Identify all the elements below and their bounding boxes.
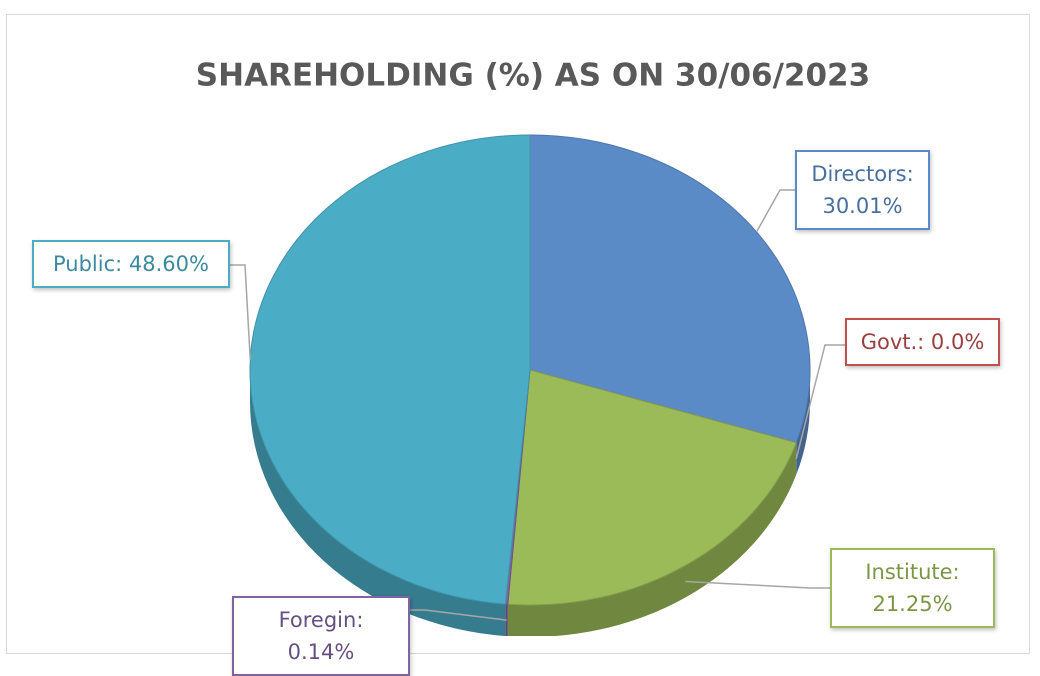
data-label: Foregin: 0.14% xyxy=(232,596,410,676)
leader-line xyxy=(410,609,507,621)
leader-line xyxy=(795,344,845,459)
chart-title: SHAREHOLDING (%) AS ON 30/06/2023 xyxy=(196,58,870,94)
slice-side xyxy=(507,442,797,636)
data-label: Public: 48.60% xyxy=(32,240,230,288)
leader-line xyxy=(755,189,800,233)
leader-line xyxy=(685,580,830,589)
data-label: Institute: 21.25% xyxy=(830,548,995,628)
slice xyxy=(507,369,797,606)
data-label: Govt.: 0.0% xyxy=(845,318,1000,366)
slice xyxy=(529,134,811,444)
chart: SHAREHOLDING (%) AS ON 30/06/2023 Direct… xyxy=(6,14,1030,676)
data-label: Directors: 30.01% xyxy=(795,150,930,230)
slice xyxy=(249,134,531,605)
pie-canvas: SHAREHOLDING (%) AS ON 30/06/2023 xyxy=(196,58,870,636)
slice-side xyxy=(250,370,506,636)
leader-line xyxy=(230,264,252,360)
